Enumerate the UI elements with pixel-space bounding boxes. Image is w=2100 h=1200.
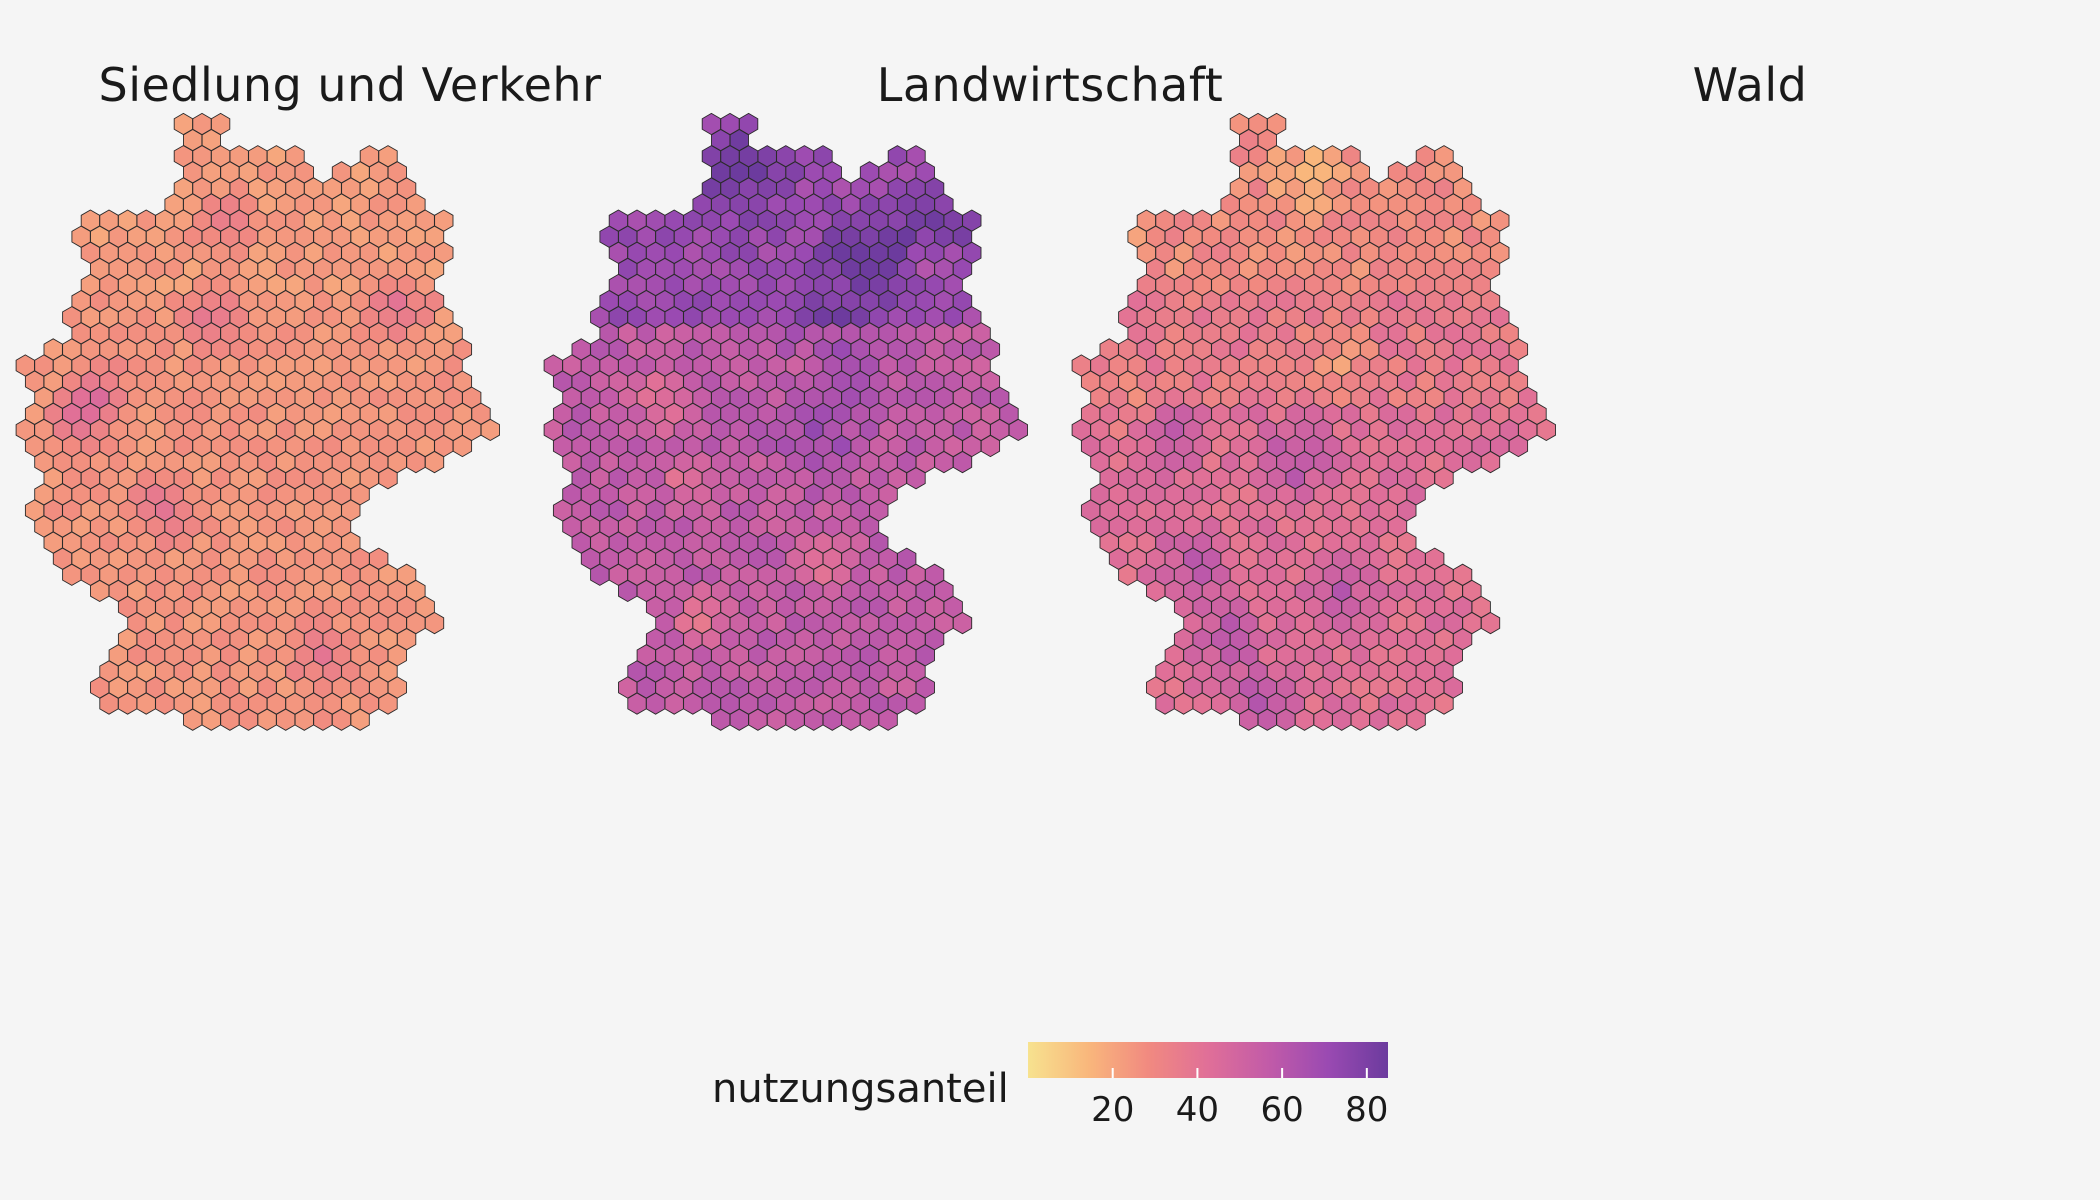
district-hex <box>1480 450 1501 474</box>
district-hex <box>1508 434 1529 458</box>
district-hex <box>1434 692 1454 715</box>
legend-tick-label: 20 <box>1091 1090 1135 1130</box>
district-hex <box>906 467 926 490</box>
district-hex <box>1008 418 1028 442</box>
legend-title: nutzungsanteil <box>712 1066 1009 1112</box>
district-hex <box>378 467 398 490</box>
district-hex <box>1480 611 1501 635</box>
district-hex <box>452 434 473 458</box>
district-hex <box>878 708 898 731</box>
map-siedlung <box>15 112 500 731</box>
district-hex <box>906 692 926 715</box>
legend-tick-label: 80 <box>1345 1090 1389 1130</box>
district-hex <box>1406 708 1426 731</box>
legend-tick-label: 40 <box>1175 1090 1220 1130</box>
panel-title-landwirtschaft: Landwirtschaft <box>876 58 1224 112</box>
district-hex <box>980 434 1001 458</box>
legend-tick-label: 60 <box>1260 1090 1304 1130</box>
legend-gradient <box>1028 1042 1388 1078</box>
district-hex <box>1536 418 1556 442</box>
district-hex <box>1434 467 1454 490</box>
panel-title-wald: Wald <box>1692 58 1808 112</box>
district-hex <box>350 708 370 731</box>
district-hex <box>480 418 500 442</box>
district-hex <box>424 611 445 635</box>
district-hex <box>952 450 973 474</box>
legend-colorbar <box>1028 1042 1388 1078</box>
district-hex <box>378 692 398 715</box>
map-wald <box>1071 112 1556 731</box>
map-landwirtschaft <box>543 112 1028 731</box>
district-hex <box>424 450 445 474</box>
panel-title-siedlung: Siedlung und Verkehr <box>98 58 602 112</box>
district-hex <box>952 611 973 635</box>
